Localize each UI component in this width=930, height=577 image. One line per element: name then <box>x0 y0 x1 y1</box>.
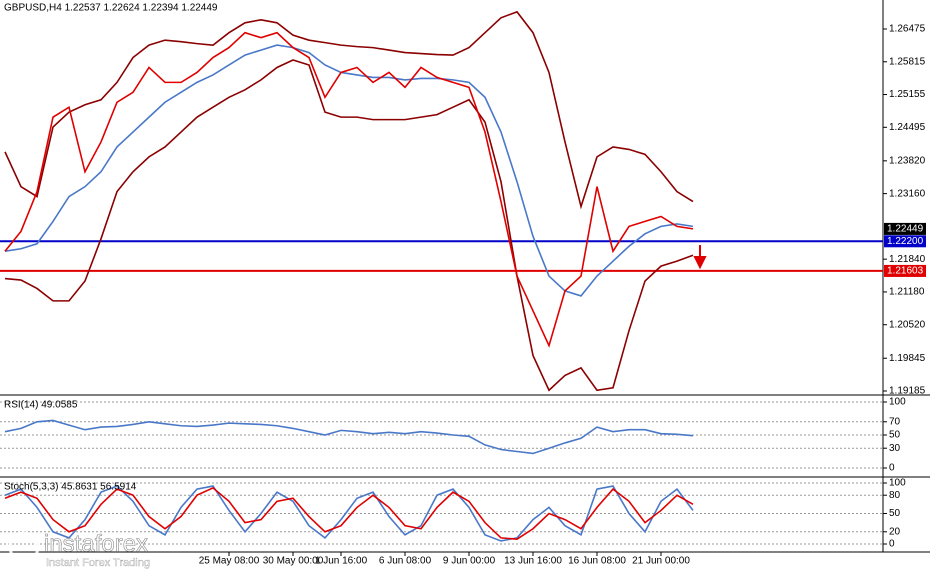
logo-name: instaforex <box>44 530 148 557</box>
y-tick-label: 1.23160 <box>889 188 926 199</box>
down-arrow <box>693 245 707 270</box>
series-line <box>4 10 694 210</box>
series-line <box>4 44 694 297</box>
pane-title: GBPUSD,H4 1.22537 1.22624 1.22394 1.2244… <box>4 3 218 14</box>
x-tick-label: 9 Jun 00:00 <box>443 556 496 567</box>
y-tick-label: 1.21180 <box>889 287 925 298</box>
y-tick-label: 20 <box>889 526 901 537</box>
level-label: 1.22200 <box>887 236 924 247</box>
x-tick-label: 1 Jun 16:00 <box>315 556 368 567</box>
logo-icon <box>8 531 40 563</box>
series-line <box>4 31 694 348</box>
y-tick-label: 1.21840 <box>889 254 926 265</box>
x-tick-label: 30 May 00:00 <box>263 556 324 567</box>
y-tick-label: 1.19185 <box>889 386 926 397</box>
last-price-label: 1.22449 <box>887 224 924 235</box>
y-tick-label: 1.20520 <box>889 319 926 330</box>
y-tick-label: 1.24495 <box>889 122 926 133</box>
y-tick-label: 1.26475 <box>889 24 926 35</box>
series-line <box>4 486 694 540</box>
series-line <box>4 419 694 455</box>
x-tick-label: 16 Jun 08:00 <box>568 556 626 567</box>
last-price-box <box>884 222 926 235</box>
x-tick-label: 13 Jun 16:00 <box>504 556 562 567</box>
logo-tagline: Instant Forex Trading <box>46 557 150 569</box>
x-tick-label: 25 May 08:00 <box>199 556 260 567</box>
y-tick-label: 80 <box>889 490 901 501</box>
series-line <box>4 485 694 542</box>
y-tick-label: 50 <box>889 508 901 519</box>
y-tick-label: 30 <box>889 443 901 454</box>
y-tick-label: 0 <box>889 539 895 550</box>
y-tick-label: 0 <box>889 463 895 474</box>
y-tick-label: 100 <box>889 478 906 489</box>
level-label: 1.21603 <box>887 266 924 277</box>
pane-title: RSI(14) 49.0585 <box>4 400 78 411</box>
y-tick-label: 1.25155 <box>889 89 926 100</box>
x-tick-label: 21 Jun 00:00 <box>632 556 690 567</box>
y-tick-label: 50 <box>889 430 901 441</box>
level-label-box <box>884 235 926 248</box>
x-tick-label: 6 Jun 08:00 <box>379 556 432 567</box>
y-tick-label: 70 <box>889 416 901 427</box>
series-line <box>4 59 694 392</box>
level-label-box <box>884 264 926 277</box>
y-tick-label: 100 <box>889 397 906 408</box>
logo: instaforex Instant Forex Trading <box>8 530 150 569</box>
y-tick-label: 1.19845 <box>889 353 926 364</box>
y-tick-label: 1.25815 <box>889 56 926 67</box>
y-tick-label: 1.23820 <box>889 155 926 166</box>
pane-title: Stoch(5,3,3) 45.8631 56.5914 <box>4 482 137 493</box>
